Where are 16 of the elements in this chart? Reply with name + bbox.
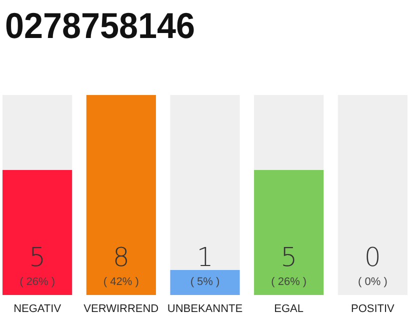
annotation: ( 26% ) xyxy=(271,276,307,288)
data-label: 5 xyxy=(29,243,46,273)
annotation: ( 5% ) xyxy=(190,276,220,288)
chart-title: 0278758146 xyxy=(5,5,206,46)
data-label: 1 xyxy=(196,243,214,273)
x-tick-label: EGAL xyxy=(274,303,304,315)
annotation: ( 0% ) xyxy=(358,276,388,288)
annotation: 0 xyxy=(364,243,381,273)
x-tick-label: UNBEKANNTE xyxy=(167,303,243,315)
data-label: 5 xyxy=(280,243,298,273)
annotation: ( 42% ) xyxy=(103,276,139,288)
x-tick-label: VERWIRREND xyxy=(84,303,159,315)
annotation: ( 26% ) xyxy=(20,276,56,288)
x-tick-label: POSITIV xyxy=(350,303,396,315)
x-tick-label: NEGATIV xyxy=(14,303,62,315)
data-label: 8 xyxy=(112,243,130,273)
